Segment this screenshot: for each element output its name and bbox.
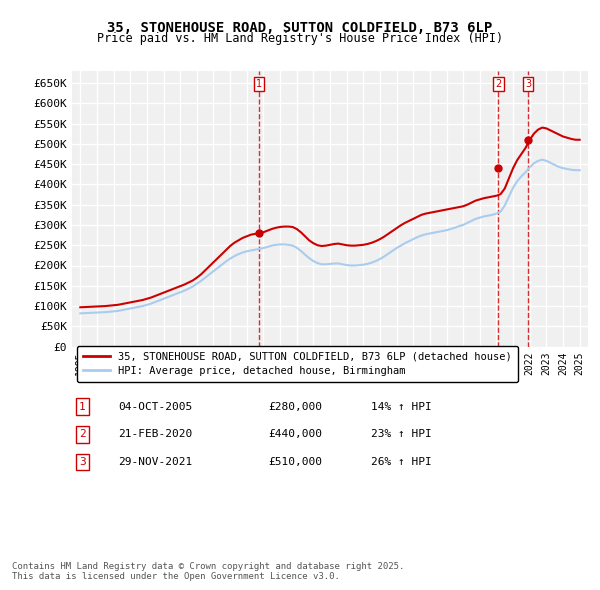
Text: 29-NOV-2021: 29-NOV-2021 xyxy=(118,457,193,467)
Text: 04-OCT-2005: 04-OCT-2005 xyxy=(118,402,193,412)
Text: 2: 2 xyxy=(79,430,86,440)
Text: 1: 1 xyxy=(79,402,86,412)
Text: 1: 1 xyxy=(256,79,262,89)
Text: 23% ↑ HPI: 23% ↑ HPI xyxy=(371,430,432,440)
Text: 35, STONEHOUSE ROAD, SUTTON COLDFIELD, B73 6LP: 35, STONEHOUSE ROAD, SUTTON COLDFIELD, B… xyxy=(107,21,493,35)
Text: 14% ↑ HPI: 14% ↑ HPI xyxy=(371,402,432,412)
Text: £440,000: £440,000 xyxy=(268,430,322,440)
Text: 26% ↑ HPI: 26% ↑ HPI xyxy=(371,457,432,467)
Text: £280,000: £280,000 xyxy=(268,402,322,412)
Text: Price paid vs. HM Land Registry's House Price Index (HPI): Price paid vs. HM Land Registry's House … xyxy=(97,32,503,45)
Text: 2: 2 xyxy=(496,79,502,89)
Text: 21-FEB-2020: 21-FEB-2020 xyxy=(118,430,193,440)
Legend: 35, STONEHOUSE ROAD, SUTTON COLDFIELD, B73 6LP (detached house), HPI: Average pr: 35, STONEHOUSE ROAD, SUTTON COLDFIELD, B… xyxy=(77,346,518,382)
Text: 3: 3 xyxy=(525,79,532,89)
Text: 3: 3 xyxy=(79,457,86,467)
Text: £510,000: £510,000 xyxy=(268,457,322,467)
Text: Contains HM Land Registry data © Crown copyright and database right 2025.
This d: Contains HM Land Registry data © Crown c… xyxy=(12,562,404,581)
